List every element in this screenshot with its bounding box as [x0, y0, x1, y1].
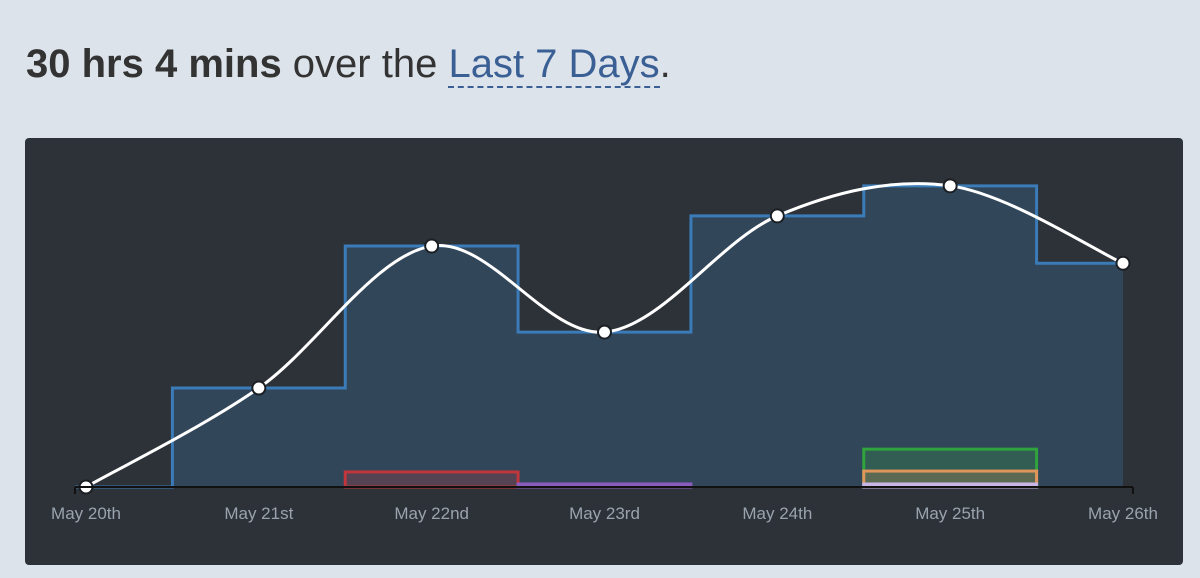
- heading: 30 hrs 4 mins over the Last 7 Days.: [26, 42, 671, 88]
- range-selector[interactable]: Last 7 Days: [448, 42, 660, 88]
- heading-end: .: [659, 42, 671, 86]
- point: [424, 238, 440, 254]
- x-tick-label: May 25th: [915, 504, 985, 523]
- point: [251, 380, 267, 396]
- point: [597, 324, 612, 340]
- x-tick-label: May 20th: [51, 504, 121, 523]
- point: [1115, 255, 1131, 271]
- x-tick-label: May 23rd: [569, 504, 640, 523]
- project-bar: [862, 447, 1039, 489]
- total-time: 30 hrs 4 mins: [26, 42, 282, 86]
- point: [769, 208, 785, 224]
- point: [942, 178, 958, 194]
- x-tick-label: May 22nd: [394, 504, 469, 523]
- project-bar: [343, 470, 520, 489]
- heading-text: over the: [281, 42, 449, 86]
- x-tick-label: May 24th: [742, 504, 812, 523]
- x-tick-label: May 26th: [1088, 504, 1158, 523]
- x-tick-label: May 21st: [224, 504, 293, 523]
